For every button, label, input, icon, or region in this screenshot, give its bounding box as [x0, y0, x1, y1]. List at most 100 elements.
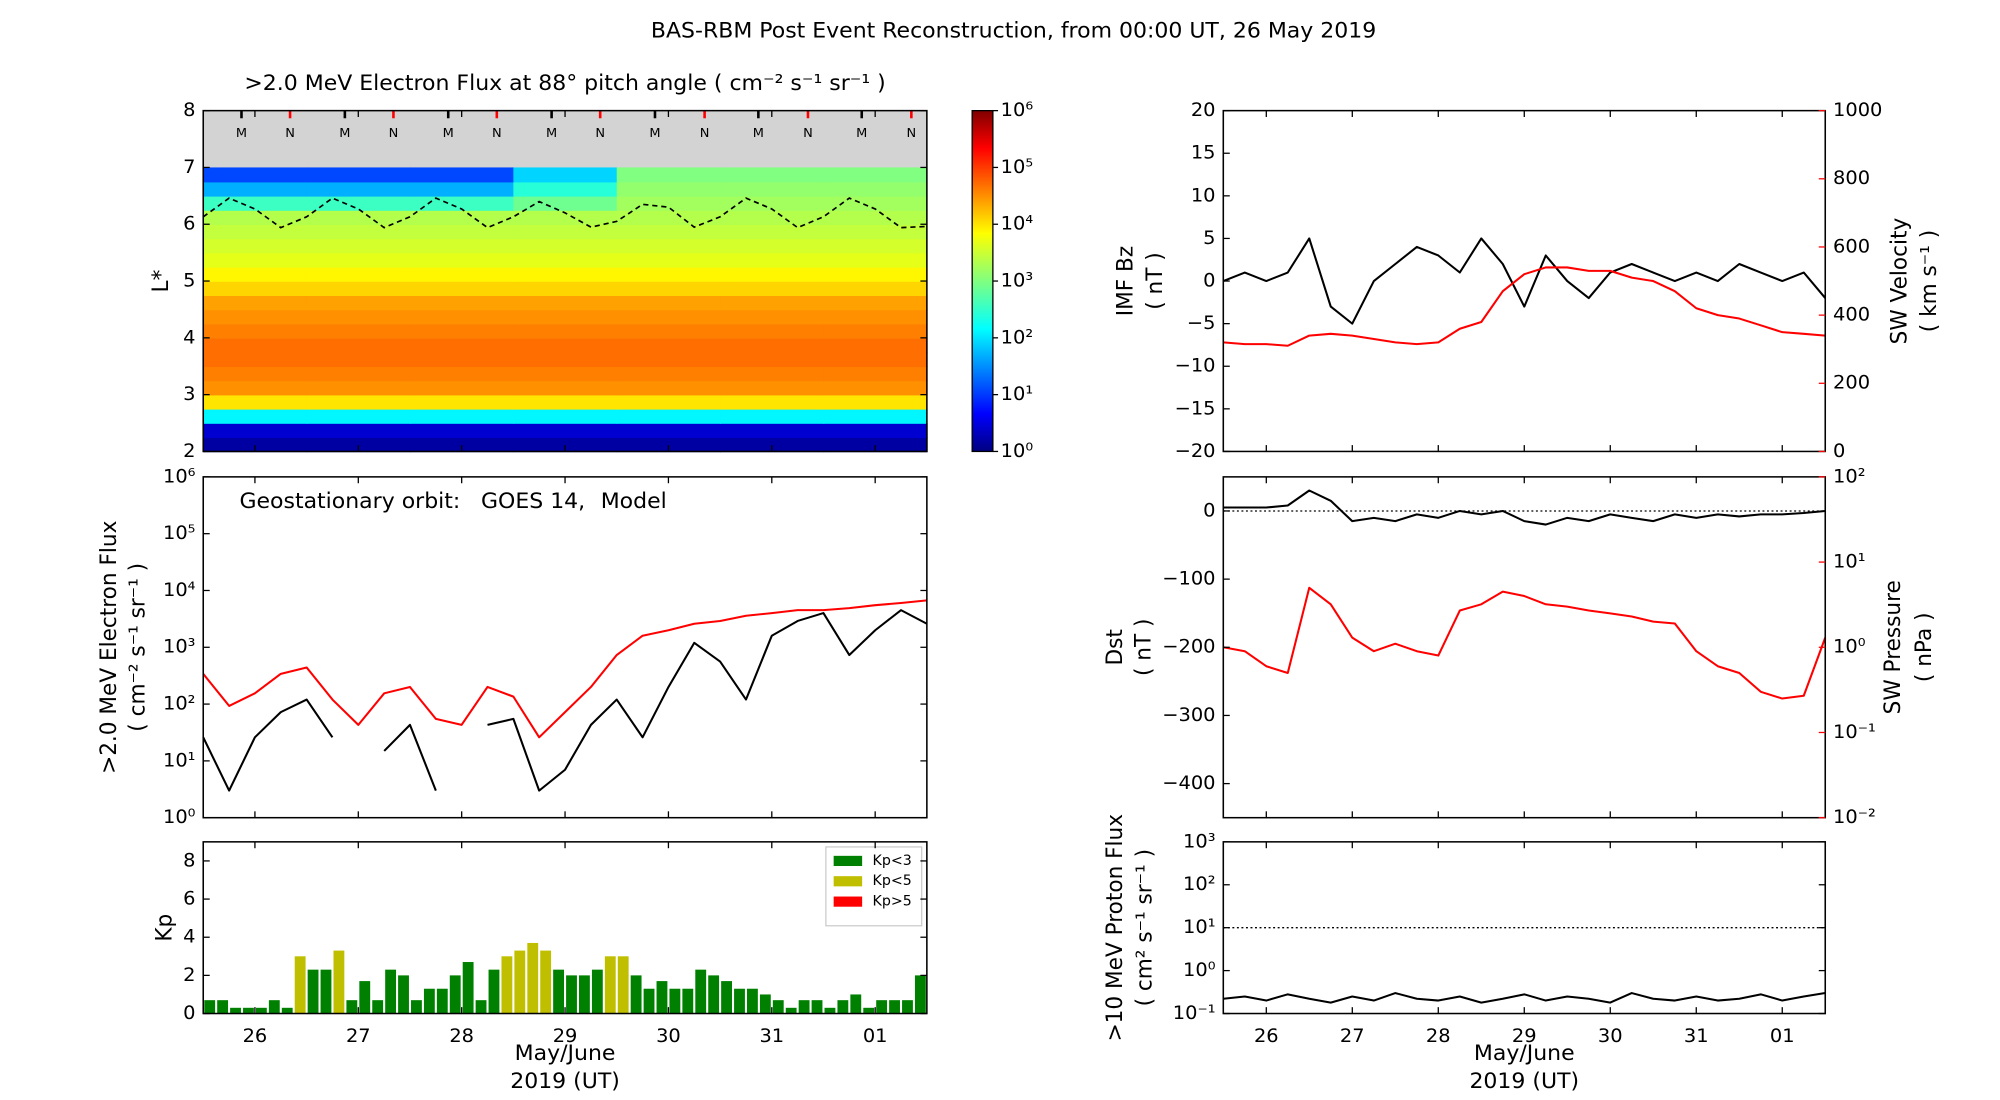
heatmap-cell: [306, 366, 411, 382]
y2-axis-label: SW Velocity: [1887, 218, 1912, 345]
heatmap-cell: [720, 337, 825, 353]
heatmap-cell: [306, 281, 411, 297]
heatmap-cell: [306, 181, 411, 197]
colorbar-tick-label: 10⁰: [1001, 439, 1034, 462]
legend-label: Kp<3: [872, 853, 911, 869]
y-tick-label: −100: [1162, 567, 1215, 590]
bar: [824, 1007, 836, 1014]
y-axis-label: >10 MeV Proton Flux: [1103, 814, 1128, 1042]
heatmap-cell: [823, 252, 928, 268]
bar: [217, 1000, 229, 1014]
heatmap-cell: [823, 281, 928, 297]
marker-label: N: [700, 126, 710, 141]
x-axis-label: May/June: [515, 1041, 616, 1066]
x-tick-label: 30: [656, 1024, 681, 1047]
heatmap-cell: [306, 266, 411, 282]
y-tick-label: 10⁴: [163, 578, 196, 601]
y-tick-label: 5: [1203, 226, 1215, 249]
heatmap-cell: [409, 281, 515, 297]
bar: [372, 1000, 384, 1014]
y-tick-label: 2: [183, 963, 195, 986]
heatmap-cell: [823, 408, 928, 424]
y-tick-label: 10³: [163, 635, 195, 658]
heatmap-cell: [306, 423, 411, 439]
heatmap-cell: [203, 408, 308, 424]
heatmap-cell: [720, 394, 825, 410]
heatmap-cell: [720, 437, 825, 453]
y-tick-label: 10⁵: [163, 521, 195, 544]
heatmap-cell: [409, 366, 515, 382]
y2-tick-label: 600: [1833, 235, 1870, 258]
heatmap-cell: [203, 266, 308, 282]
heatmap-cell: [409, 295, 515, 311]
heatmap-cell: [823, 366, 928, 382]
x-axis-label: 2019 (UT): [510, 1069, 620, 1094]
marker-label: N: [389, 126, 399, 141]
bar: [579, 975, 590, 1014]
x-tick-label: 31: [1684, 1024, 1709, 1047]
bar: [811, 1000, 823, 1014]
legend-swatch: [833, 876, 863, 887]
x-tick-label: 26: [243, 1024, 268, 1047]
y-tick-label: 4: [183, 325, 195, 348]
y-tick-label: −20: [1175, 439, 1216, 462]
heatmap-cell: [823, 167, 928, 183]
heatmap-cell: [513, 352, 618, 368]
y-axis-label: ( cm² s⁻¹ sr⁻¹ ): [1133, 849, 1158, 1006]
y2-tick-label: 1000: [1833, 98, 1882, 121]
marker-label: N: [803, 126, 813, 141]
marker-label: N: [285, 126, 295, 141]
y-tick-label: −5: [1187, 311, 1216, 334]
heatmap-cell: [203, 281, 308, 297]
heatmap-cell: [409, 252, 515, 268]
heatmap-cell: [306, 224, 411, 240]
heatmap-cell: [409, 266, 515, 282]
bar: [566, 975, 577, 1014]
heatmap-cell: [513, 437, 618, 453]
heatmap-cell: [823, 394, 928, 410]
heatmap-cell: [409, 423, 515, 439]
heatmap-cell: [203, 309, 308, 325]
colorbar-tick-label: 10⁴: [1001, 212, 1034, 235]
legend-label: Kp>5: [872, 894, 911, 910]
heatmap-cell: [409, 437, 515, 453]
bar: [359, 981, 371, 1014]
y2-tick-label: 400: [1833, 303, 1870, 326]
x-tick-label: 29: [1512, 1024, 1537, 1047]
y-tick-label: 10⁻¹: [1173, 1001, 1216, 1024]
heatmap-cell: [720, 266, 825, 282]
heatmap-cell: [513, 281, 618, 297]
x-tick-label: 29: [553, 1024, 578, 1047]
heatmap-cell: [823, 210, 928, 226]
y-axis-label: ( cm⁻² s⁻¹ sr⁻¹ ): [125, 563, 150, 732]
y-tick-label: 7: [183, 155, 195, 178]
figure-title: BAS-RBM Post Event Reconstruction, from …: [651, 19, 1376, 44]
heatmap-cell: [616, 423, 721, 439]
heatmap-cell: [409, 352, 515, 368]
heatmap-cell: [203, 181, 308, 197]
heatmap-cell: [513, 408, 618, 424]
bar: [436, 988, 448, 1014]
colorbar: [971, 110, 994, 453]
x-axis-label: 2019 (UT): [1469, 1069, 1579, 1094]
marker-label: N: [907, 126, 917, 141]
y-axis-label: ( nT ): [1143, 252, 1168, 309]
y2-tick-label: 10¹: [1833, 550, 1865, 573]
heatmap-cell: [513, 380, 618, 396]
heatmap-cell: [306, 323, 411, 339]
heatmap-cell: [203, 195, 308, 211]
y-tick-label: 10¹: [163, 748, 195, 771]
heatmap-cell: [203, 323, 308, 339]
heatmap-cell: [720, 309, 825, 325]
heatmap-cell: [203, 337, 308, 353]
heatmap-cell: [203, 252, 308, 268]
y2-tick-label: 10⁻²: [1833, 805, 1876, 828]
series-line: [1223, 586, 1827, 700]
heatmap-cell: [203, 366, 308, 382]
marker-label: M: [236, 126, 247, 141]
x-axis-label: May/June: [1474, 1041, 1575, 1066]
x-tick-label: 27: [1340, 1024, 1365, 1047]
y-tick-label: −400: [1162, 771, 1215, 794]
y-tick-label: 10⁶: [163, 464, 196, 487]
